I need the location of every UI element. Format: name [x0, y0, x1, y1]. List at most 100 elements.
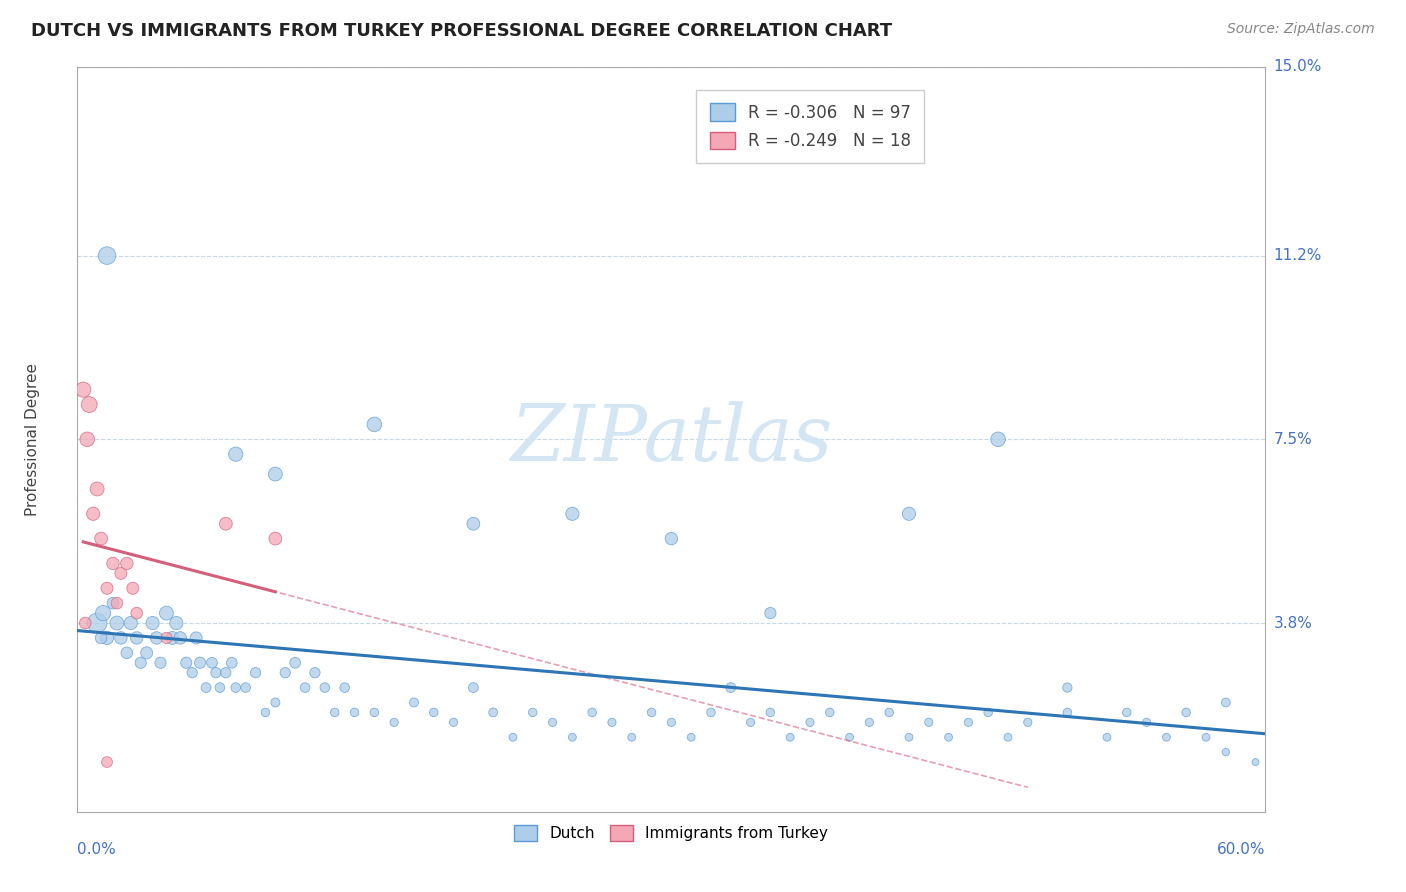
Point [142, 615, 165, 630]
Point [779, 730, 801, 744]
Point [1175, 706, 1198, 720]
Point [581, 706, 603, 720]
Point [333, 681, 356, 695]
Point [155, 606, 177, 620]
Point [877, 706, 900, 720]
Point [225, 447, 247, 461]
Point [314, 681, 336, 695]
Point [977, 706, 1000, 720]
Text: 0.0%: 0.0% [77, 842, 117, 857]
Point [125, 606, 148, 620]
Point [215, 665, 238, 680]
Point [77, 398, 100, 412]
Point [145, 631, 167, 645]
Point [759, 706, 782, 720]
Point [96, 249, 118, 263]
Point [681, 730, 703, 744]
Point [215, 516, 238, 531]
Point [463, 516, 485, 531]
Point [115, 557, 138, 571]
Point [96, 631, 118, 645]
Point [1095, 730, 1118, 744]
Point [96, 755, 118, 769]
Text: 60.0%: 60.0% [1218, 842, 1265, 857]
Point [284, 656, 307, 670]
Point [938, 730, 960, 744]
Text: Professional Degree: Professional Degree [25, 363, 39, 516]
Point [987, 433, 1010, 447]
Point [129, 656, 152, 670]
Point [208, 681, 231, 695]
Point [264, 467, 287, 481]
Point [423, 706, 446, 720]
Point [661, 715, 683, 730]
Point [125, 631, 148, 645]
Point [186, 631, 208, 645]
Text: 11.2%: 11.2% [1274, 248, 1322, 263]
Point [700, 706, 723, 720]
Point [1136, 715, 1159, 730]
Point [323, 706, 346, 720]
Point [75, 615, 97, 630]
Point [91, 606, 114, 620]
Point [640, 706, 662, 720]
Point [898, 507, 921, 521]
Point [201, 656, 224, 670]
Point [221, 656, 243, 670]
Point [155, 631, 177, 645]
Text: 3.8%: 3.8% [1274, 615, 1313, 631]
Point [105, 615, 128, 630]
Point [620, 730, 643, 744]
Point [264, 696, 287, 710]
Point [149, 656, 172, 670]
Point [522, 706, 544, 720]
Point [343, 706, 366, 720]
Text: ZIPatlas: ZIPatlas [510, 401, 832, 477]
Point [169, 631, 191, 645]
Point [1115, 706, 1137, 720]
Text: DUTCH VS IMMIGRANTS FROM TURKEY PROFESSIONAL DEGREE CORRELATION CHART: DUTCH VS IMMIGRANTS FROM TURKEY PROFESSI… [31, 22, 891, 40]
Point [121, 582, 143, 596]
Point [740, 715, 762, 730]
Point [402, 696, 425, 710]
Point [443, 715, 465, 730]
Point [1244, 755, 1267, 769]
Point [254, 706, 277, 720]
Point [101, 596, 124, 610]
Point [188, 656, 211, 670]
Point [90, 631, 112, 645]
Point [72, 383, 94, 397]
Point [82, 507, 104, 521]
Point [304, 665, 326, 680]
Point [96, 582, 118, 596]
Point [110, 566, 132, 581]
Point [818, 706, 841, 720]
Point [463, 681, 485, 695]
Point [363, 417, 385, 432]
Point [101, 557, 124, 571]
Point [294, 681, 316, 695]
Point [898, 730, 921, 744]
Point [162, 631, 184, 645]
Point [997, 730, 1019, 744]
Point [1056, 706, 1078, 720]
Point [541, 715, 564, 730]
Point [1056, 681, 1078, 695]
Point [838, 730, 860, 744]
Point [120, 615, 142, 630]
Text: Source: ZipAtlas.com: Source: ZipAtlas.com [1227, 22, 1375, 37]
Point [245, 665, 267, 680]
Point [759, 606, 782, 620]
Text: 15.0%: 15.0% [1274, 60, 1322, 74]
Point [90, 532, 112, 546]
Point [918, 715, 941, 730]
Point [1017, 715, 1039, 730]
Legend: Dutch, Immigrants from Turkey: Dutch, Immigrants from Turkey [506, 817, 837, 849]
Point [1215, 696, 1237, 710]
Point [115, 646, 138, 660]
Point [205, 665, 228, 680]
Point [561, 507, 583, 521]
Point [957, 715, 980, 730]
Point [76, 433, 98, 447]
Point [561, 730, 583, 744]
